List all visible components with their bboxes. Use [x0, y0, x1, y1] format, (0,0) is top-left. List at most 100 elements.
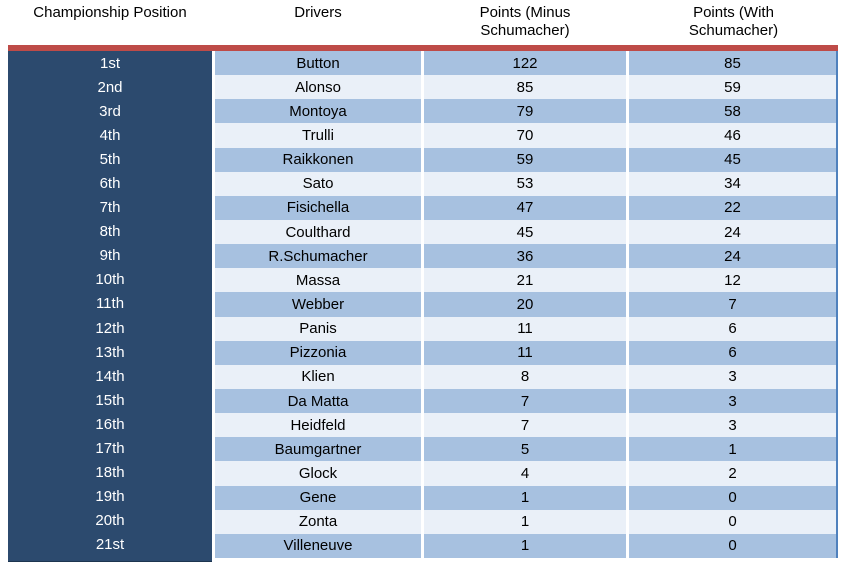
points-with-cell: 24: [629, 219, 836, 245]
driver-cell: Coulthard: [215, 219, 421, 245]
points-with-cell: 12: [629, 268, 836, 293]
points-with-cell: 3: [629, 413, 836, 438]
points-minus-cell: 11: [424, 316, 626, 341]
points-minus-cell: 85: [424, 75, 626, 100]
points-with-cell: 0: [629, 509, 836, 534]
position-cell: 18th: [95, 464, 125, 482]
points-minus-cell: 122: [424, 51, 626, 76]
driver-cell: Montoya: [215, 99, 421, 124]
driver-cell: Fisichella: [215, 195, 421, 220]
position-cell: 14th: [95, 367, 125, 385]
points-with-cell: 0: [629, 533, 836, 558]
points-with-cell: 2: [629, 461, 836, 486]
points-minus-cell: 11: [424, 340, 626, 365]
driver-cell: Panis: [215, 316, 421, 341]
standings-table: Championship Position Drivers Points (Mi…: [8, 0, 838, 562]
driver-cell: R.Schumacher: [215, 244, 421, 269]
points-with-cell: 3: [629, 364, 836, 389]
column-header-championship-position: Championship Position: [8, 4, 212, 45]
position-cell: 8th: [99, 223, 121, 241]
driver-cell: Alonso: [215, 75, 421, 100]
points-with-column: 85 59 58 46 45 34 22 24 24 12 7 6 6 3 3 3 1 2 0 0 0: [629, 51, 838, 558]
position-cell: 13th: [95, 343, 125, 361]
points-with-cell: 6: [629, 316, 836, 341]
position-cell: 20th: [95, 512, 125, 530]
points-minus-cell: 7: [424, 413, 626, 438]
points-with-cell: 3: [629, 388, 836, 414]
driver-cell: Klien: [215, 364, 421, 389]
position-cell: 4th: [99, 126, 121, 144]
driver-cell: Gene: [215, 485, 421, 510]
driver-cell: Glock: [215, 461, 421, 486]
position-cell: 16th: [95, 415, 125, 433]
table-header-row: Championship Position Drivers Points (Mi…: [8, 0, 838, 45]
points-minus-cell: 1: [424, 533, 626, 558]
driver-cell: Button: [215, 51, 421, 76]
column-header-points-minus-schumacher: Points (Minus Schumacher): [424, 4, 626, 45]
points-with-cell: 58: [629, 99, 836, 124]
position-cell: 17th: [95, 440, 125, 458]
position-cell: 5th: [99, 150, 121, 168]
points-minus-cell: 53: [424, 171, 626, 196]
position-column: 1st 2nd 3rd 4th 5th 6th 7th 8th 9th 10th 11th 12th 1…: [8, 51, 212, 562]
driver-cell: Baumgartner: [215, 437, 421, 462]
points-with-cell: 45: [629, 147, 836, 172]
points-minus-cell: 36: [424, 244, 626, 269]
driver-cell: Massa: [215, 268, 421, 293]
column-header-label: Points (Minus Schumacher): [479, 4, 571, 39]
points-with-cell: 46: [629, 123, 836, 148]
points-minus-cell: 45: [424, 219, 626, 245]
points-with-cell: 24: [629, 244, 836, 269]
points-minus-column: 122 85 79 70 59 53 47 45 36 21 20 11 11 8 7 7 5 4 1 1 1: [424, 51, 626, 558]
points-with-cell: 7: [629, 292, 836, 317]
header-accent-bar: [8, 45, 838, 51]
position-cell: 15th: [95, 391, 125, 409]
column-header-points-with-schumacher: Points (With Schumacher): [629, 4, 838, 45]
points-with-cell: 0: [629, 485, 836, 510]
position-cell: 21st: [95, 536, 125, 554]
position-cell: 12th: [95, 319, 125, 337]
points-with-cell: 6: [629, 340, 836, 365]
points-minus-cell: 20: [424, 292, 626, 317]
drivers-column: Button Alonso Montoya Trulli Raikkonen Sato Fi…: [215, 51, 421, 558]
position-cell: 1st: [99, 54, 120, 72]
points-minus-cell: 47: [424, 195, 626, 220]
points-minus-cell: 1: [424, 509, 626, 534]
column-header-drivers: Drivers: [215, 4, 421, 45]
driver-cell: Pizzonia: [215, 340, 421, 365]
points-minus-cell: 7: [424, 388, 626, 414]
driver-cell: Raikkonen: [215, 147, 421, 172]
position-cell: 9th: [99, 247, 121, 265]
driver-cell: Sato: [215, 171, 421, 196]
driver-cell: Heidfeld: [215, 413, 421, 438]
position-cell: 19th: [95, 488, 125, 506]
points-minus-cell: 70: [424, 123, 626, 148]
position-cell: 3rd: [99, 102, 121, 120]
points-minus-cell: 8: [424, 364, 626, 389]
points-minus-cell: 21: [424, 268, 626, 293]
points-minus-cell: 4: [424, 461, 626, 486]
points-minus-cell: 59: [424, 147, 626, 172]
position-cell: 11th: [95, 295, 125, 313]
points-with-cell: 34: [629, 171, 836, 196]
points-with-cell: 1: [629, 437, 836, 462]
driver-cell: Trulli: [215, 123, 421, 148]
driver-cell: Da Matta: [215, 388, 421, 414]
driver-cell: Zonta: [215, 509, 421, 534]
column-header-label: Points (With Schumacher): [688, 4, 779, 39]
table-body: 1st 2nd 3rd 4th 5th 6th 7th 8th 9th 10th 11th 12th 1…: [8, 51, 838, 562]
position-cell: 10th: [95, 271, 125, 289]
points-with-cell: 59: [629, 75, 836, 100]
position-cell: 2nd: [97, 78, 123, 96]
column-header-label: Championship Position: [33, 4, 187, 21]
driver-cell: Villeneuve: [215, 533, 421, 558]
points-minus-cell: 1: [424, 485, 626, 510]
points-minus-cell: 5: [424, 437, 626, 462]
position-cell: 7th: [99, 199, 121, 217]
points-with-cell: 85: [629, 51, 836, 76]
position-cell: 6th: [99, 175, 121, 193]
points-with-cell: 22: [629, 195, 836, 220]
points-minus-cell: 79: [424, 99, 626, 124]
column-header-label: Drivers: [294, 4, 342, 21]
driver-cell: Webber: [215, 292, 421, 317]
